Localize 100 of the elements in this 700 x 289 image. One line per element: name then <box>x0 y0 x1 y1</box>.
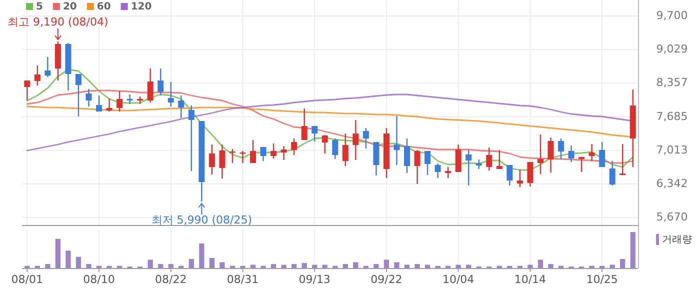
candlestick <box>96 94 102 112</box>
candlestick <box>24 80 30 102</box>
y-tick-label: 5,670 <box>656 210 688 224</box>
candlestick <box>486 146 492 172</box>
candlestick <box>466 149 472 186</box>
candlestick <box>260 146 266 162</box>
candlestick <box>414 149 420 185</box>
bar <box>76 256 82 268</box>
x-tick-label: 10/04 <box>442 273 474 286</box>
bar <box>158 264 164 268</box>
bar <box>168 264 174 268</box>
candlestick <box>588 143 595 162</box>
y-tick-label: 8,357 <box>656 76 688 90</box>
candlestick <box>322 134 328 154</box>
bar <box>374 264 379 268</box>
candlestick <box>158 68 164 96</box>
bar <box>250 264 256 268</box>
bar <box>528 264 533 268</box>
y-tick-label: 9,700 <box>656 9 688 22</box>
candlestick <box>147 68 154 104</box>
bar <box>292 264 297 268</box>
candlestick <box>250 139 256 164</box>
candlestick <box>558 138 564 160</box>
candlestick <box>599 141 606 168</box>
bar <box>148 260 153 268</box>
bar <box>466 264 472 268</box>
candlestick <box>527 161 534 188</box>
candlestick <box>86 88 92 108</box>
bar <box>55 238 60 268</box>
x-tick-label: 10/14 <box>514 273 546 286</box>
bar <box>610 264 615 268</box>
bar <box>270 264 276 268</box>
bar <box>538 260 544 268</box>
candlestick <box>75 73 82 118</box>
candlestick <box>168 81 174 108</box>
candlestick <box>424 150 431 176</box>
candlestick <box>537 134 544 175</box>
legend-label: 5 <box>36 2 43 13</box>
bar <box>312 264 318 268</box>
x-tick-label: 08/31 <box>226 273 259 286</box>
x-tick-label: 08/22 <box>155 273 187 286</box>
bar <box>86 264 92 268</box>
candlestick <box>445 166 452 179</box>
candlestick <box>568 144 574 163</box>
candlestick <box>362 127 369 150</box>
candlestick <box>312 125 318 142</box>
candlestick <box>496 149 502 170</box>
candlestick <box>280 145 287 161</box>
candlestick <box>106 98 112 112</box>
y-tick-label: 6,342 <box>656 176 688 190</box>
candlestick <box>609 160 616 186</box>
bar <box>209 258 214 268</box>
candlestick <box>394 115 400 166</box>
bar <box>394 262 400 268</box>
x-tick-label: 09/22 <box>370 273 402 286</box>
bar <box>281 264 286 268</box>
x-tick-label: 10/25 <box>586 273 618 286</box>
bar <box>188 259 194 268</box>
x-tick-label: 08/10 <box>83 273 115 286</box>
legend-label: 60 <box>96 2 111 13</box>
y-tick-label: 7,685 <box>656 110 688 123</box>
candlestick <box>219 144 226 180</box>
bar <box>424 264 430 268</box>
candlestick <box>208 144 215 176</box>
candlestick <box>404 138 410 174</box>
bar <box>404 264 410 268</box>
annotation: 최고 9,190 (08/04) <box>8 16 108 28</box>
y-tick-label: 9,029 <box>656 42 688 56</box>
candlestick <box>434 162 441 179</box>
bar <box>342 264 348 268</box>
candlestick <box>188 104 194 172</box>
candlestick <box>620 143 626 176</box>
candlestick <box>44 56 51 78</box>
legend-label: 120 <box>130 2 152 13</box>
bar <box>199 244 204 268</box>
candlestick <box>126 94 133 105</box>
bar <box>620 259 626 268</box>
bar <box>384 260 390 268</box>
bar <box>456 264 461 268</box>
candlestick <box>476 158 482 170</box>
y-tick-label: 7,013 <box>656 143 688 156</box>
bar <box>630 232 636 268</box>
candlestick <box>291 138 298 156</box>
candlestick <box>332 138 338 160</box>
x-tick-label: 08/01 <box>11 273 43 286</box>
bar <box>302 262 307 268</box>
bar <box>66 250 71 268</box>
candlestick <box>34 64 40 86</box>
bar <box>548 264 554 268</box>
candlestick <box>455 144 462 173</box>
candlestick <box>548 136 554 174</box>
bar <box>414 264 420 268</box>
candlestick <box>342 132 348 167</box>
bar <box>220 262 225 268</box>
candlestick <box>352 119 359 161</box>
annotation: 최저 5,990 (08/25) <box>151 214 252 226</box>
candlestick <box>301 108 308 141</box>
bar <box>353 262 358 268</box>
candlestick <box>506 164 513 186</box>
bar <box>322 264 328 268</box>
